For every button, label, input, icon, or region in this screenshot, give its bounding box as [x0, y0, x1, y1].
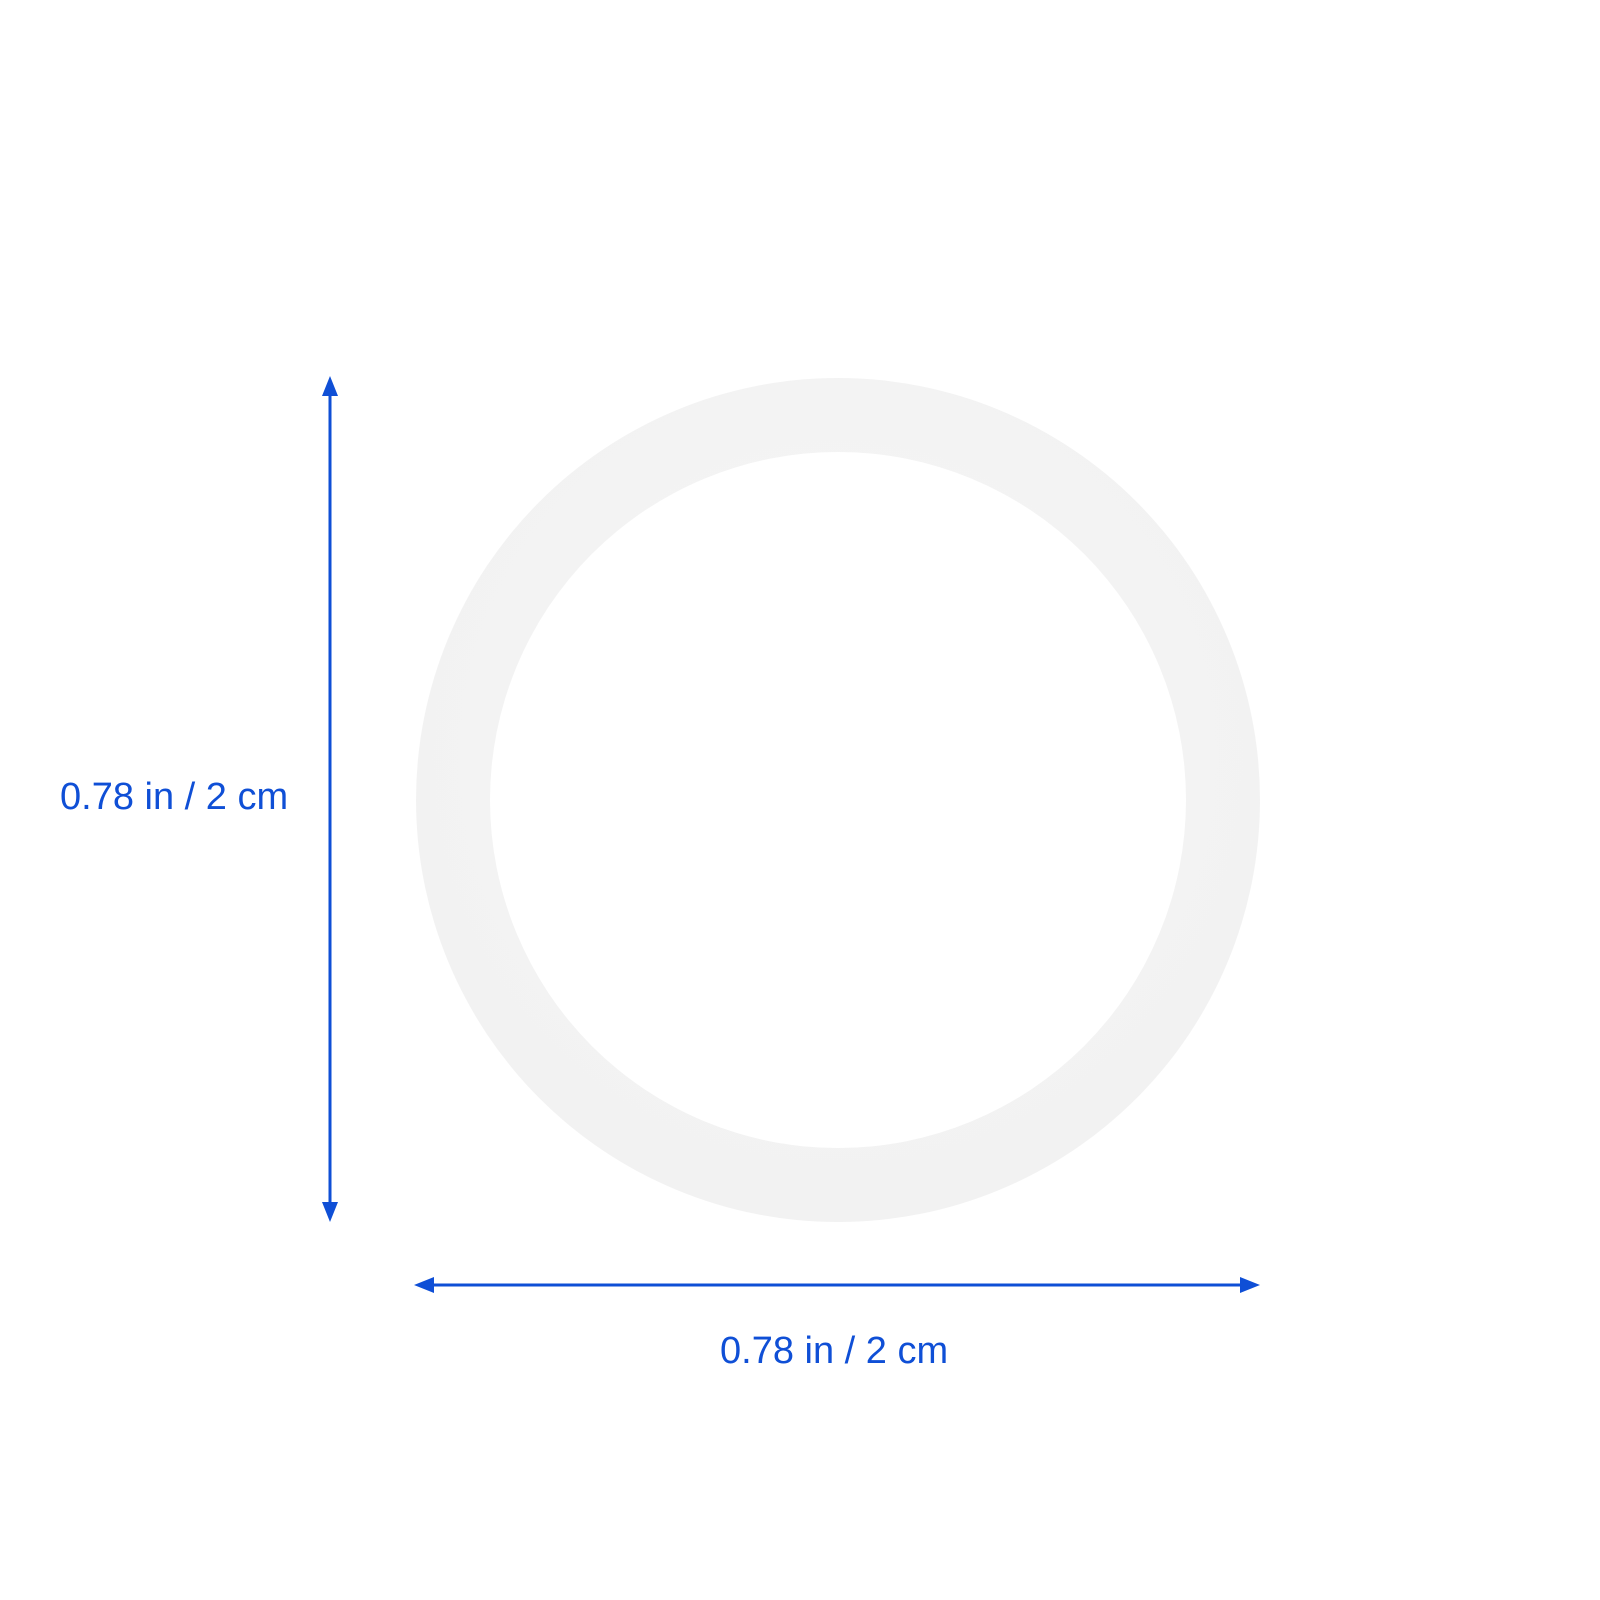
horizontal-dimension-arrow	[414, 1277, 1260, 1293]
dimension-diagram: 0.78 in / 2 cm 0.78 in / 2 cm	[0, 0, 1600, 1600]
vertical-dimension-arrow	[322, 376, 338, 1222]
vertical-dimension-label: 0.78 in / 2 cm	[60, 776, 288, 819]
object-inner-circle	[490, 452, 1186, 1148]
horizontal-dimension-label: 0.78 in / 2 cm	[720, 1330, 948, 1373]
